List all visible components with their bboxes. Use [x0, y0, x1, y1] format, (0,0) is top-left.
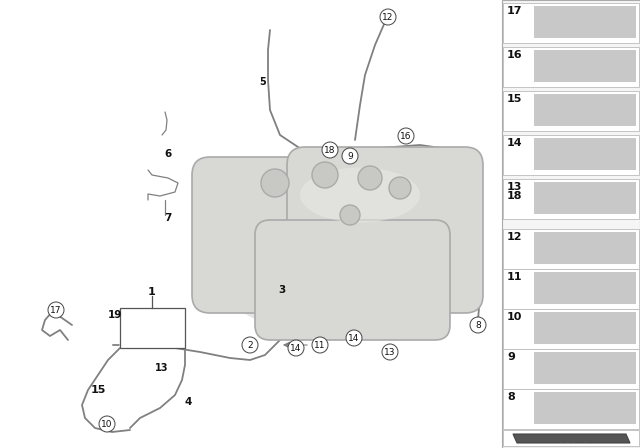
Text: 14: 14: [507, 138, 523, 148]
FancyBboxPatch shape: [192, 157, 343, 313]
FancyBboxPatch shape: [287, 147, 483, 313]
Text: 5: 5: [260, 77, 266, 87]
Text: 12: 12: [382, 13, 394, 22]
Text: 12: 12: [507, 232, 522, 242]
Circle shape: [242, 337, 258, 353]
FancyBboxPatch shape: [534, 138, 636, 170]
Text: 14: 14: [348, 333, 360, 343]
Text: 13: 13: [384, 348, 396, 357]
Text: 9: 9: [507, 352, 515, 362]
Ellipse shape: [300, 168, 420, 223]
Circle shape: [312, 162, 338, 188]
Text: 7: 7: [164, 213, 172, 223]
Text: 10: 10: [101, 419, 113, 428]
Circle shape: [346, 330, 362, 346]
Text: 13
18: 13 18: [507, 182, 522, 201]
FancyBboxPatch shape: [503, 91, 639, 131]
Circle shape: [48, 302, 64, 318]
Circle shape: [380, 9, 396, 25]
Circle shape: [470, 317, 486, 333]
FancyBboxPatch shape: [120, 308, 185, 348]
Text: 9: 9: [347, 151, 353, 160]
Text: 19: 19: [108, 310, 122, 320]
Text: 14: 14: [291, 344, 301, 353]
Text: 17: 17: [507, 6, 522, 16]
Circle shape: [322, 142, 338, 158]
FancyBboxPatch shape: [503, 179, 639, 219]
Text: 2: 2: [247, 340, 253, 349]
Circle shape: [342, 148, 358, 164]
Text: 11: 11: [314, 340, 326, 349]
Text: 3: 3: [278, 285, 285, 295]
FancyBboxPatch shape: [503, 229, 639, 269]
Text: 10: 10: [507, 312, 522, 322]
Circle shape: [99, 416, 115, 432]
Text: 15: 15: [507, 94, 522, 104]
Text: 18: 18: [324, 146, 336, 155]
Text: 16: 16: [507, 50, 523, 60]
Circle shape: [312, 337, 328, 353]
Circle shape: [382, 344, 398, 360]
FancyBboxPatch shape: [534, 352, 636, 384]
Text: 13: 13: [156, 363, 169, 373]
FancyBboxPatch shape: [534, 94, 636, 126]
FancyBboxPatch shape: [503, 349, 639, 389]
FancyBboxPatch shape: [503, 430, 639, 446]
FancyBboxPatch shape: [534, 312, 636, 344]
FancyBboxPatch shape: [534, 232, 636, 264]
FancyBboxPatch shape: [534, 392, 636, 424]
FancyBboxPatch shape: [503, 47, 639, 87]
Circle shape: [389, 177, 411, 199]
Circle shape: [340, 205, 360, 225]
FancyBboxPatch shape: [534, 182, 636, 214]
Circle shape: [358, 166, 382, 190]
Text: 17: 17: [51, 306, 61, 314]
FancyBboxPatch shape: [502, 0, 640, 448]
Text: 4: 4: [184, 397, 192, 407]
Text: 8: 8: [475, 320, 481, 329]
FancyBboxPatch shape: [503, 135, 639, 175]
Polygon shape: [513, 434, 630, 443]
FancyBboxPatch shape: [503, 309, 639, 349]
Circle shape: [398, 128, 414, 144]
FancyBboxPatch shape: [534, 272, 636, 304]
FancyBboxPatch shape: [534, 50, 636, 82]
Text: 1: 1: [148, 287, 156, 297]
Text: 8: 8: [507, 392, 515, 402]
FancyBboxPatch shape: [503, 269, 639, 309]
Text: 416845: 416845: [552, 435, 589, 445]
FancyBboxPatch shape: [503, 389, 639, 429]
Ellipse shape: [210, 193, 480, 337]
FancyBboxPatch shape: [255, 220, 450, 340]
Text: 11: 11: [507, 272, 522, 282]
Text: 6: 6: [164, 149, 172, 159]
Text: 16: 16: [400, 132, 412, 141]
Circle shape: [261, 169, 289, 197]
FancyBboxPatch shape: [503, 3, 639, 43]
Circle shape: [288, 340, 304, 356]
Text: 15: 15: [90, 385, 106, 395]
FancyBboxPatch shape: [534, 6, 636, 38]
